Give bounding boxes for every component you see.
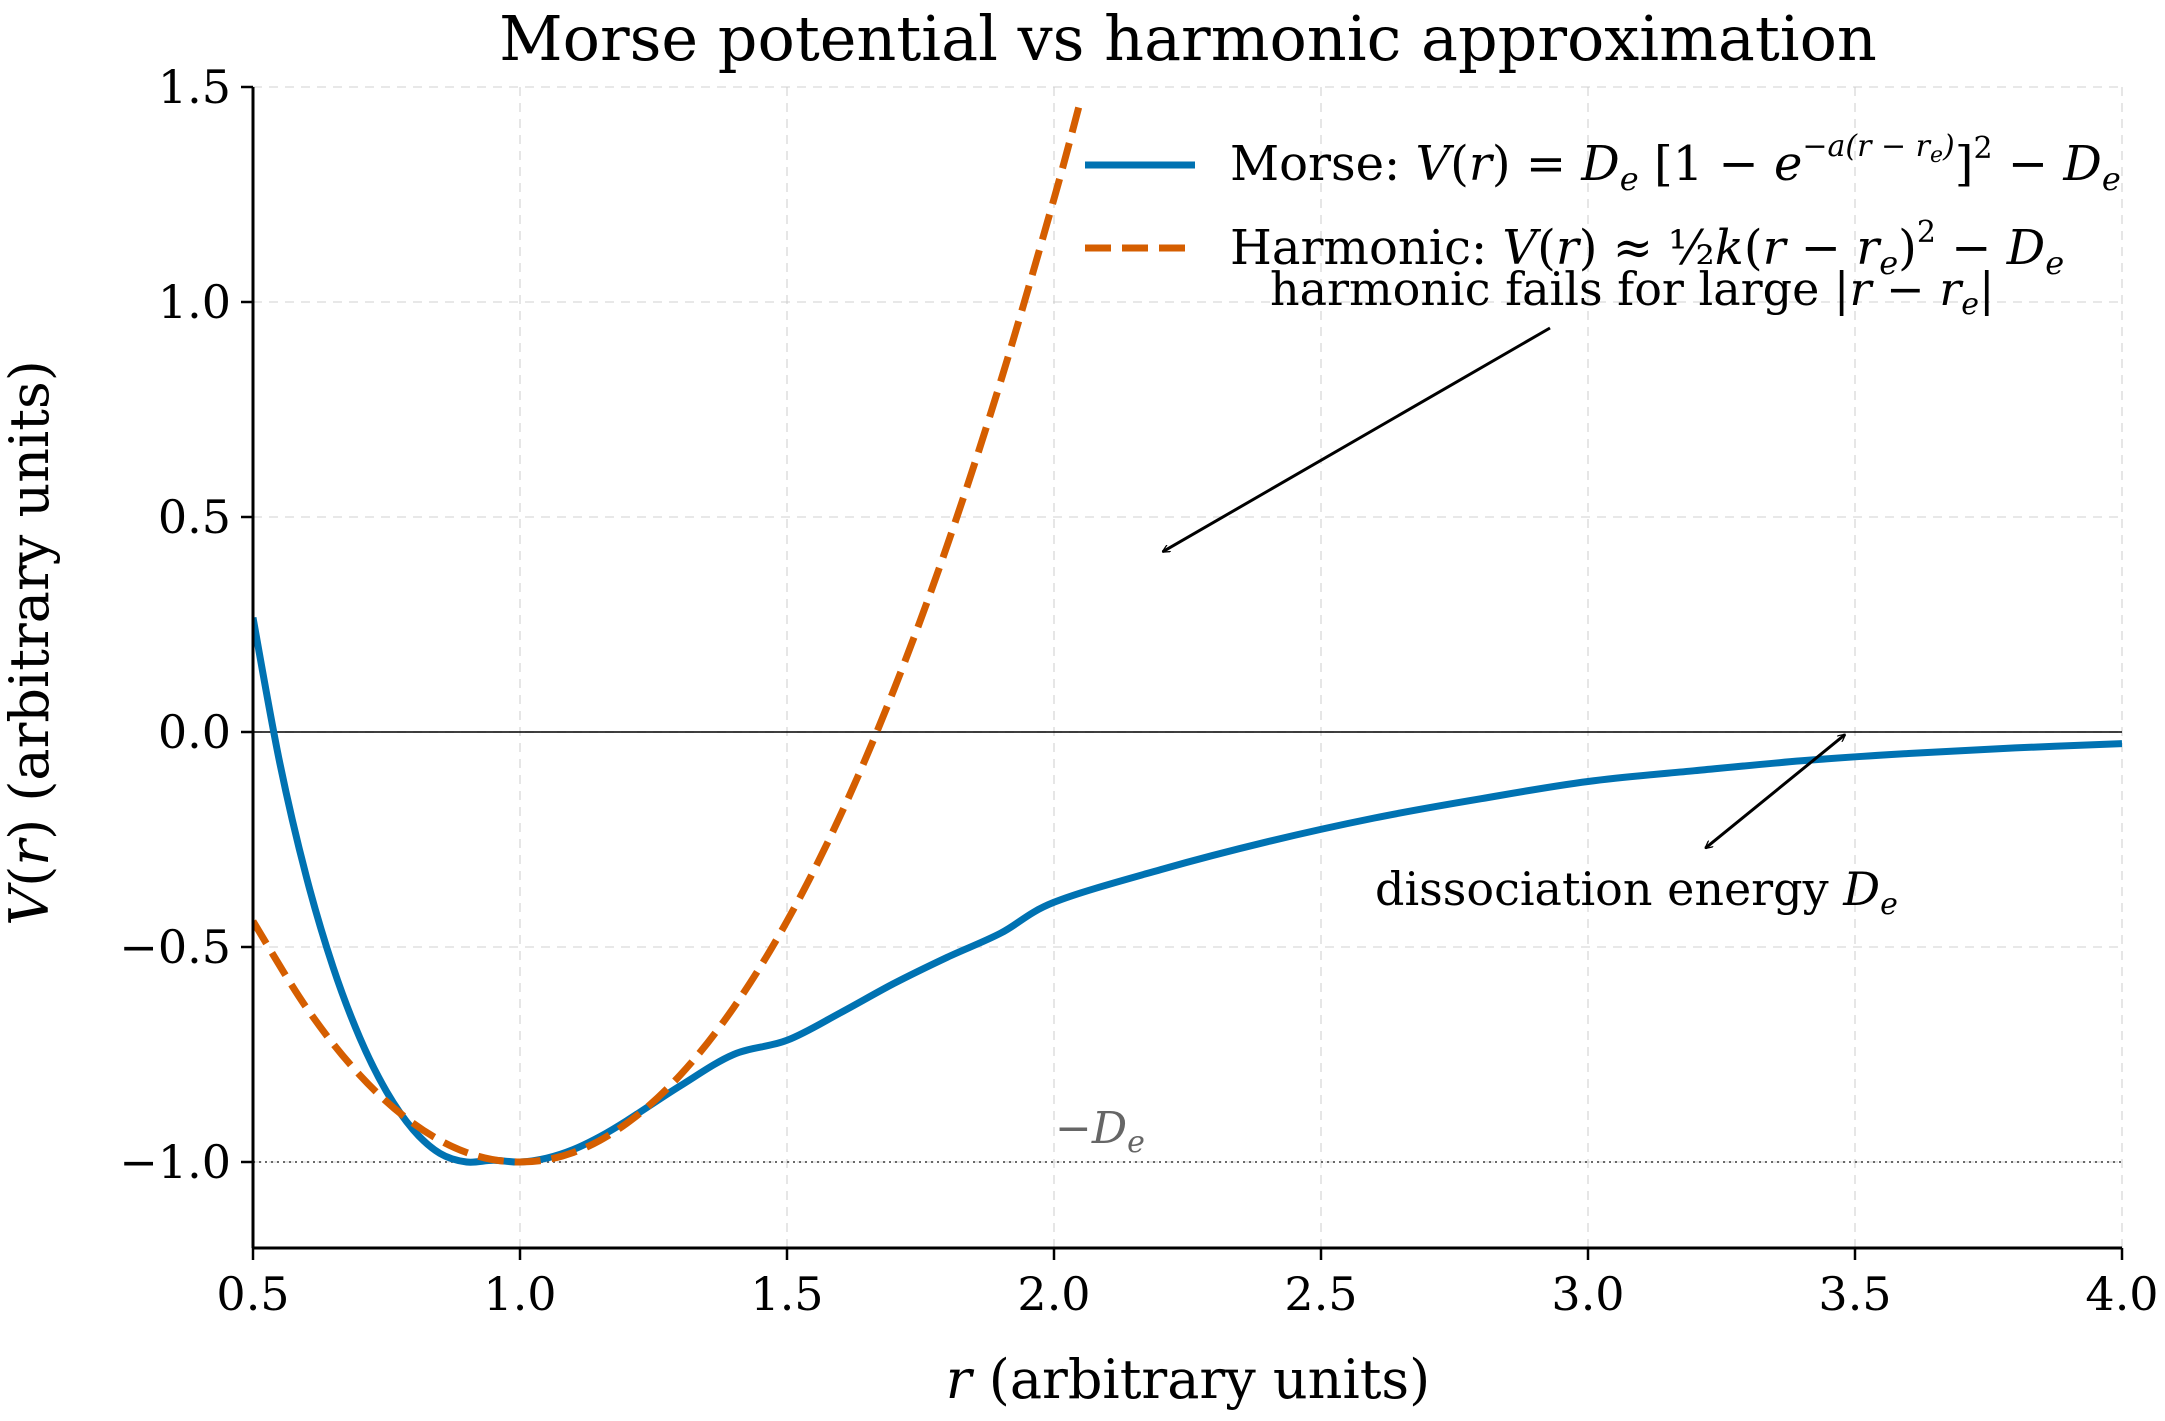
x-tick-label: 1.5 (750, 1267, 823, 1321)
y-tick-label: −1.0 (119, 1135, 231, 1189)
harmonic-series-line (253, 98, 1085, 1166)
legend-morse-label: Morse: V(r) = De [1 − e−a(r − re)]2 − De (1230, 129, 2121, 198)
y-tick-label: 0.5 (158, 490, 231, 544)
x-axis-label: r (arbitrary units) (946, 1348, 1430, 1411)
reference-lines (253, 731, 2122, 1163)
y-axis-label: V(r) (arbitrary units) (0, 360, 61, 926)
legend: Morse: V(r) = De [1 − e−a(r − re)]2 − De… (1085, 129, 2121, 282)
morse-series-line (253, 616, 2122, 1166)
dissociation-arrow (1705, 735, 1845, 849)
y-tick-label: 1.0 (158, 275, 231, 329)
legend-harmonic-label: Harmonic: V(r) ≈ ½k(r − re)2 − De (1230, 215, 2064, 282)
harmonic-fails-arrow (1163, 326, 1551, 553)
x-tick-label: 3.5 (1818, 1267, 1891, 1321)
annotations (1163, 326, 1845, 849)
x-tick-label: 1.0 (483, 1267, 556, 1321)
chart-title: Morse potential vs harmonic approximatio… (499, 2, 1877, 75)
annotation-harmonic-fails: harmonic fails for large |r − re| (1270, 262, 1995, 322)
tick-labels: 0.5 1.0 1.5 2.0 2.5 3.0 3.5 4.0 −1.0 −0.5 0.0 0.5 1.… (119, 60, 2158, 1321)
y-tick-label: 0.0 (158, 705, 231, 759)
x-tick-label: 2.0 (1017, 1267, 1090, 1321)
minus-de-label: −De (1055, 1103, 1145, 1160)
annotation-dissociation: dissociation energy De (1375, 862, 1898, 922)
x-tick-label: 0.5 (216, 1267, 289, 1321)
series-layer (253, 98, 2122, 1166)
x-tick-label: 4.0 (2085, 1267, 2158, 1321)
axes (241, 85, 2124, 1260)
x-tick-label: 3.0 (1551, 1267, 1624, 1321)
y-tick-label: −0.5 (119, 920, 231, 974)
y-tick-label: 1.5 (158, 60, 231, 114)
x-tick-label: 2.5 (1284, 1267, 1357, 1321)
